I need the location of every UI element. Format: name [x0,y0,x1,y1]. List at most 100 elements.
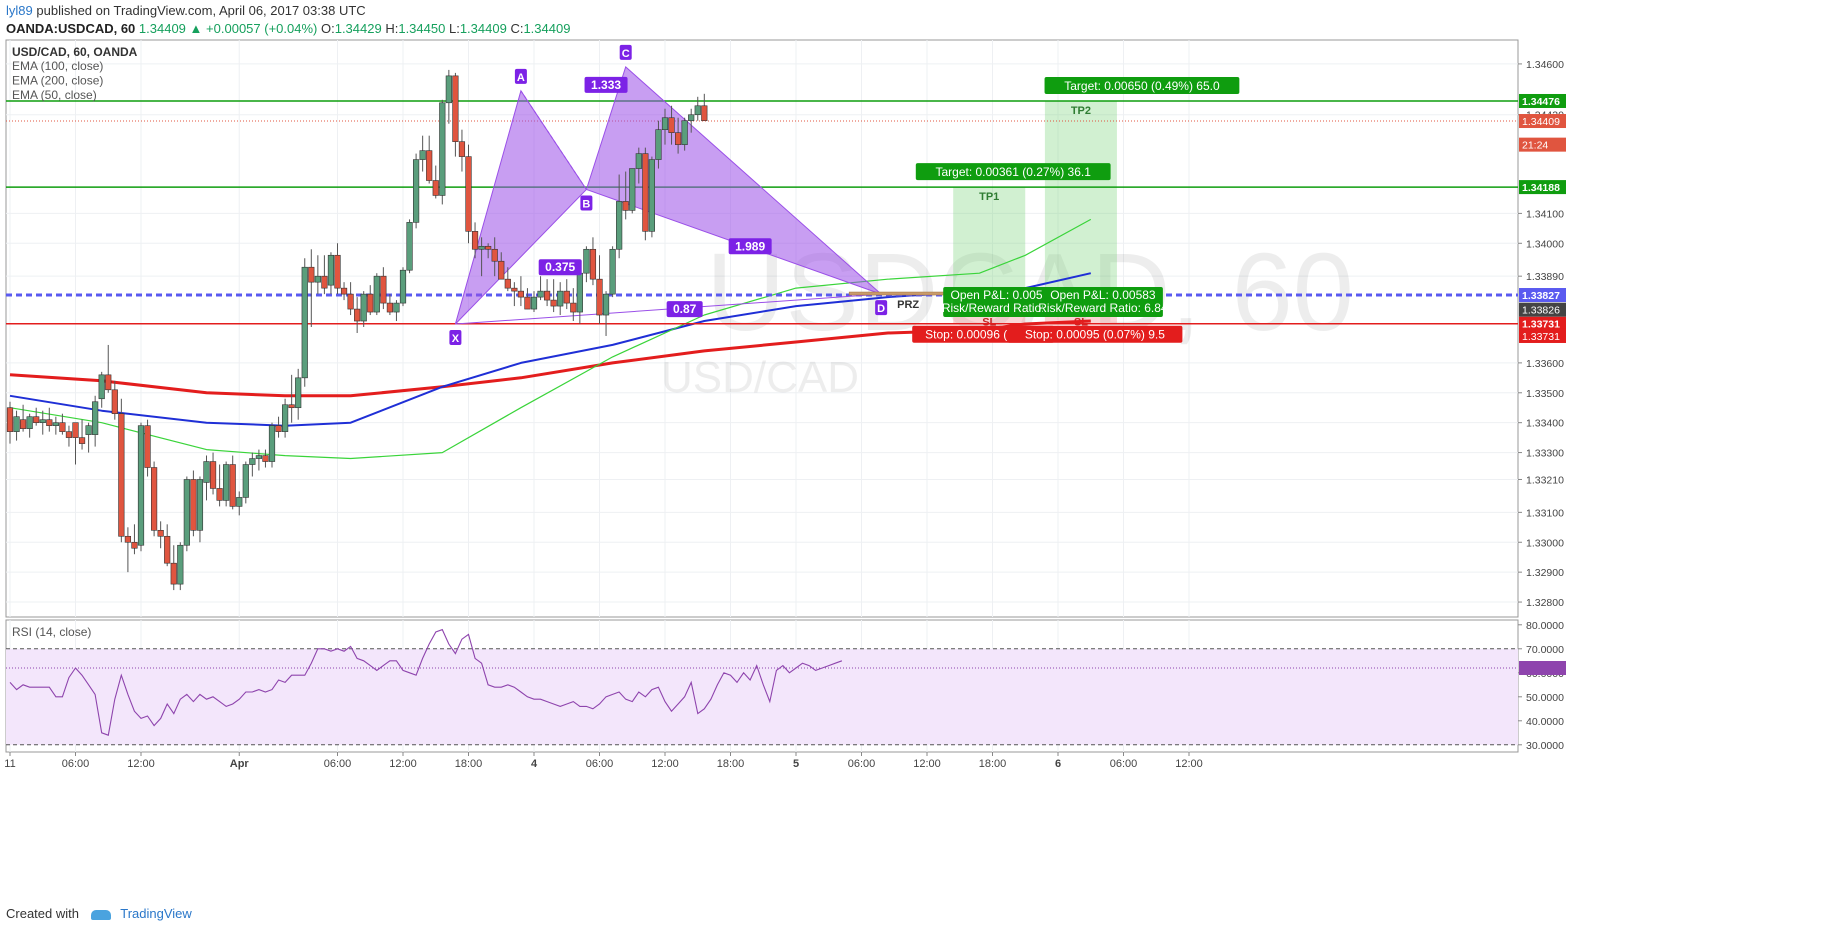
bullish-candle [327,254,335,286]
price-tick-label: 1.33210 [1526,474,1564,486]
price-axis-label [1519,302,1566,317]
bullish-candle [537,290,544,298]
bullish-candle [635,153,642,169]
bullish-candle [295,377,302,409]
author-link[interactable]: lyl89 [6,3,33,18]
pivot-label-x: X [452,333,460,345]
rsi-current-badge [1519,661,1566,675]
bullish-candle [177,544,184,585]
bearish-candle [275,425,282,432]
price-axis-badge [1519,316,1566,331]
bullish-candle [530,296,538,310]
bullish-candle [583,248,590,274]
bullish-candle [39,419,46,423]
last-price: 1.34409 [138,21,186,36]
bearish-candle [157,530,164,537]
open-value: 1.34429 [334,21,382,36]
bullish-candle [242,464,249,498]
price-axis-badge-text: 1.34476 [1522,96,1560,108]
bearish-candle [471,231,479,250]
bearish-candle [458,141,466,157]
bullish-candle [301,266,308,379]
price-axis-label [1519,328,1566,343]
target-zone-2 [1044,100,1117,296]
main-pane [5,39,1519,618]
bearish-candle [386,302,394,313]
bearish-candle [164,535,171,564]
bullish-candle [655,129,662,160]
price-axis-badge-text: 1.34188 [1522,182,1560,194]
time-tick-label: 5 [793,758,799,770]
bearish-candle [674,132,682,145]
bullish-candle [688,114,695,122]
chart-header: lyl89 published on TradingView.com, Apri… [6,2,570,38]
bearish-candle [46,419,53,426]
bearish-candle [216,488,223,501]
bearish-candle [563,290,570,304]
bearish-candle [432,180,439,196]
low-label: L: [448,21,460,36]
time-tick-label: 18:00 [717,758,745,770]
bearish-candle [19,419,27,429]
bearish-candle [190,479,197,531]
created-with-text: Created with [6,906,79,921]
time-tick-label: 06:00 [324,758,352,770]
legend-entry-2: EMA (200, close) [12,74,103,88]
price-tick-label: 1.32800 [1526,597,1564,609]
bearish-candle [543,290,551,301]
bearish-candle [118,413,125,537]
bullish-candle [52,422,59,426]
time-tick-label: 18:00 [979,758,1007,770]
bullish-candle [406,222,413,271]
price-axis-label-text: 1.34409 [1522,116,1560,128]
rsi-tick-label: 80.0000 [1526,620,1564,632]
bearish-candle [491,248,498,262]
high-label: H: [385,21,399,36]
high-value: 1.34450 [398,21,446,36]
time-tick-label: Apr [230,758,250,770]
bullish-candle [92,401,99,435]
pivot-badge-a [514,68,527,84]
ratio-badge-4 [666,301,703,318]
publish-info: published on TradingView.com, April 06, … [36,3,366,18]
bearish-candle [701,105,708,122]
pivot-badge-c [619,44,632,60]
bearish-candle [33,416,40,423]
chart-canvas[interactable]: USDCAD, 60USD/CADTP1SLTP2SLXABCD0.3751.3… [0,0,1824,900]
harmonic-ab-leg [520,90,587,190]
bullish-candle [281,404,289,432]
pivot-label-b: B [582,198,590,210]
rsi-line [9,628,843,736]
ratio-label-3: 1.989 [735,239,765,253]
bullish-candle [26,416,33,429]
bullish-candle [13,416,20,432]
bearish-candle [511,287,518,292]
ratio-badge-3 [728,238,772,255]
tradingview-link[interactable]: TradingView [120,906,192,921]
time-tick-label: 12:00 [127,758,155,770]
price-tick-label: 1.33400 [1526,418,1564,430]
up-arrow-icon: ▲ [189,21,203,36]
bullish-candle [314,275,321,283]
rsi-tick-label: 50.0000 [1526,692,1564,704]
time-tick-label: 12:00 [1175,758,1203,770]
pivot-badge-x [449,330,462,346]
pnl-text-1: Open P&L: 0.00582 [950,288,1056,302]
target-text-1: Target: 0.00361 (0.27%) 36.1 [935,165,1091,179]
bearish-candle [111,389,118,415]
tp-label-1: TP1 [979,191,999,203]
bullish-candle [648,159,655,232]
price-tick-label: 1.33600 [1526,358,1564,370]
bullish-candle [360,293,367,322]
pivot-badge-b [580,195,593,211]
bullish-candle [694,105,701,116]
time-tick-label: 18:00 [455,758,483,770]
bullish-candle [439,102,446,196]
close-label: C: [510,21,524,36]
bullish-candle [203,461,210,483]
price-axis-badge-text: 1.33827 [1522,290,1560,302]
ratio-label-1: 0.375 [545,260,575,274]
bullish-candle [557,290,564,307]
bearish-candle [550,299,557,307]
close-value: 1.34409 [523,21,571,36]
